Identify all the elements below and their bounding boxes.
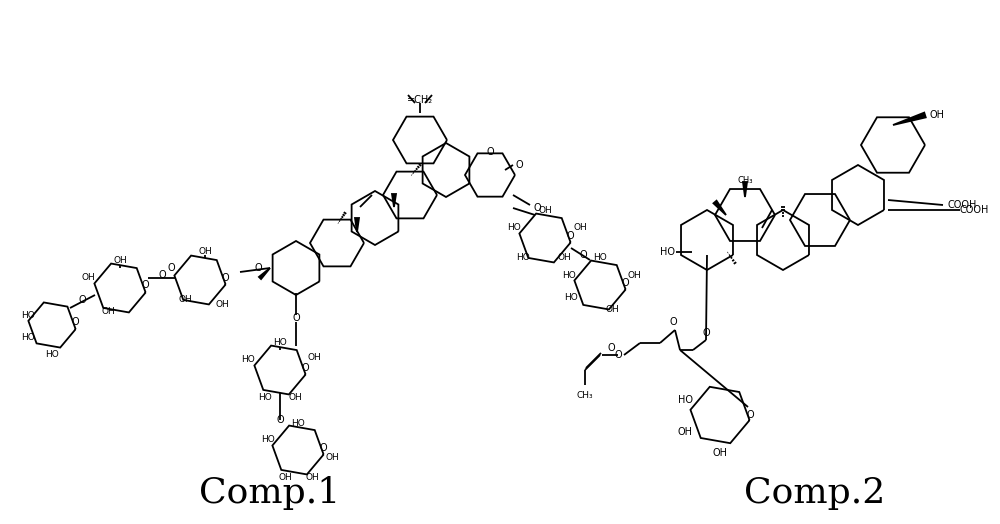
- Text: OH: OH: [712, 448, 728, 458]
- Text: HO: HO: [261, 435, 275, 444]
- Text: O: O: [566, 231, 574, 241]
- Text: COOH: COOH: [960, 205, 989, 215]
- Text: COOH: COOH: [948, 200, 977, 210]
- Text: HO: HO: [678, 395, 693, 405]
- Text: OH: OH: [288, 393, 302, 402]
- Text: HO: HO: [516, 254, 530, 263]
- Text: OH: OH: [558, 254, 572, 263]
- Text: OH: OH: [605, 305, 619, 314]
- Text: O: O: [301, 363, 309, 373]
- Text: OH: OH: [538, 206, 552, 215]
- Text: HO: HO: [45, 350, 59, 359]
- Text: OH: OH: [215, 300, 229, 309]
- Text: OH: OH: [325, 453, 339, 463]
- Text: CH₃: CH₃: [737, 176, 753, 185]
- Text: O: O: [702, 328, 710, 338]
- Text: O: O: [158, 270, 166, 280]
- Text: OH: OH: [678, 427, 693, 437]
- Text: O: O: [319, 443, 327, 453]
- Text: O: O: [533, 203, 541, 213]
- Text: OH: OH: [198, 247, 212, 256]
- Text: HO: HO: [507, 224, 521, 233]
- Text: O: O: [78, 295, 86, 305]
- Text: HO: HO: [241, 355, 255, 365]
- Text: HO: HO: [258, 393, 272, 402]
- Polygon shape: [355, 218, 359, 232]
- Text: OH: OH: [81, 274, 95, 282]
- Text: OH: OH: [573, 224, 587, 233]
- Text: HO: HO: [21, 333, 35, 343]
- Text: O: O: [276, 415, 284, 425]
- Text: Comp.2: Comp.2: [744, 476, 886, 510]
- Text: O: O: [621, 278, 629, 288]
- Text: OH: OH: [627, 270, 641, 279]
- Text: OH: OH: [278, 473, 292, 482]
- Polygon shape: [392, 194, 396, 207]
- Text: OH: OH: [101, 307, 115, 316]
- Text: HO: HO: [273, 338, 287, 347]
- Text: O: O: [579, 250, 587, 260]
- Text: O: O: [614, 350, 622, 360]
- Polygon shape: [743, 182, 747, 197]
- Text: HO: HO: [291, 419, 305, 428]
- Text: O: O: [254, 263, 262, 273]
- Text: OH: OH: [930, 110, 945, 120]
- Text: O: O: [746, 410, 754, 420]
- Text: OH: OH: [305, 473, 319, 482]
- Text: Comp.1: Comp.1: [199, 476, 341, 510]
- Text: OH: OH: [308, 354, 322, 363]
- Text: O: O: [167, 263, 175, 273]
- Text: O: O: [141, 280, 149, 290]
- Text: HO: HO: [21, 311, 35, 320]
- Text: OH: OH: [178, 295, 192, 304]
- Text: O: O: [292, 313, 300, 323]
- Text: O: O: [669, 317, 677, 327]
- Text: O: O: [71, 317, 79, 327]
- Text: O: O: [515, 160, 523, 170]
- Text: O: O: [608, 343, 616, 353]
- Polygon shape: [259, 268, 270, 279]
- Polygon shape: [713, 201, 726, 215]
- Text: HO: HO: [593, 253, 607, 262]
- Text: HO: HO: [564, 293, 578, 302]
- Text: O: O: [486, 147, 494, 157]
- Text: HO: HO: [562, 270, 576, 279]
- Text: OH: OH: [113, 256, 127, 265]
- Polygon shape: [893, 113, 926, 125]
- Text: HO: HO: [660, 247, 675, 257]
- Text: O: O: [221, 273, 229, 283]
- Text: CH₃: CH₃: [577, 390, 593, 399]
- Text: =CH₂: =CH₂: [407, 95, 433, 105]
